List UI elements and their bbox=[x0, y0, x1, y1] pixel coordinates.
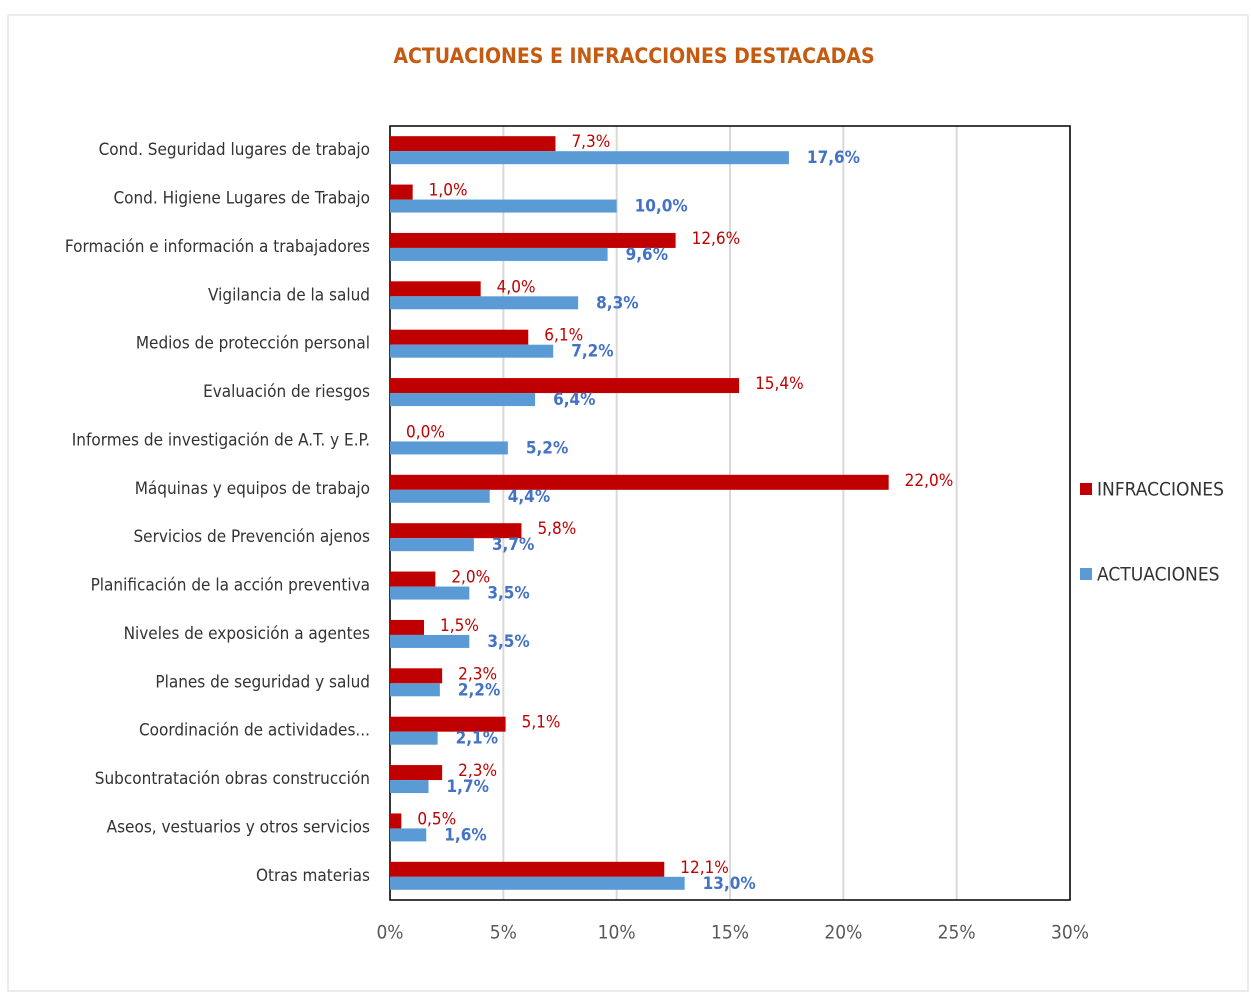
legend-label: ACTUACIONES bbox=[1097, 564, 1219, 586]
data-label: 3,7% bbox=[492, 535, 534, 555]
bar bbox=[390, 813, 402, 829]
data-label: 2,1% bbox=[456, 729, 498, 749]
bar bbox=[390, 136, 556, 152]
data-label: 13,0% bbox=[703, 874, 756, 894]
bar bbox=[390, 683, 440, 697]
data-label: 15,4% bbox=[755, 374, 804, 394]
y-tick-label: Otras materias bbox=[256, 866, 370, 886]
y-tick-label: Cond. Seguridad lugares de trabajo bbox=[99, 140, 370, 160]
bar bbox=[390, 378, 740, 394]
y-tick-label: Informes de investigación de A.T. y E.P. bbox=[72, 430, 370, 450]
y-tick-label: Coordinación de actividades... bbox=[139, 721, 370, 741]
y-tick-label: Niveles de exposición a agentes bbox=[124, 624, 370, 644]
bar bbox=[390, 523, 522, 539]
chart-title: ACTUACIONES E INFRACCIONES DESTACADAS bbox=[393, 44, 874, 68]
x-tick-label: 15% bbox=[711, 922, 749, 944]
x-tick-label: 30% bbox=[1051, 922, 1089, 944]
data-label: 3,5% bbox=[487, 584, 529, 604]
y-tick-label: Planes de seguridad y salud bbox=[155, 672, 370, 692]
data-label: 6,1% bbox=[544, 326, 583, 346]
data-label: 7,3% bbox=[571, 132, 610, 152]
data-label: 9,6% bbox=[626, 245, 668, 265]
bar bbox=[390, 876, 685, 890]
bar bbox=[390, 281, 481, 297]
data-label: 8,3% bbox=[596, 293, 638, 313]
bar bbox=[390, 489, 490, 503]
data-label: 1,5% bbox=[440, 616, 479, 636]
data-label: 4,4% bbox=[508, 487, 550, 507]
data-label: 5,2% bbox=[526, 438, 568, 458]
x-tick-label: 25% bbox=[938, 922, 976, 944]
bar bbox=[390, 861, 665, 877]
x-tick-label: 5% bbox=[490, 922, 517, 944]
data-label: 12,1% bbox=[680, 858, 729, 878]
bar bbox=[390, 199, 617, 213]
data-label: 5,8% bbox=[537, 519, 576, 539]
data-label: 1,7% bbox=[447, 777, 489, 797]
data-label: 6,4% bbox=[553, 390, 595, 410]
data-label: 3,5% bbox=[487, 632, 529, 652]
bar bbox=[390, 571, 436, 587]
plot-area bbox=[389, 125, 1071, 901]
bar bbox=[390, 780, 429, 794]
chart-frame bbox=[7, 14, 1249, 992]
y-tick-label: Planificación de la acción preventiva bbox=[91, 576, 370, 596]
bar bbox=[390, 765, 443, 781]
data-label: 2,3% bbox=[458, 761, 497, 781]
y-tick-label: Formación e información a trabajadores bbox=[65, 237, 370, 257]
bar bbox=[390, 474, 889, 490]
data-label: 1,0% bbox=[429, 181, 468, 201]
bar bbox=[390, 393, 536, 407]
x-tick-label: 0% bbox=[376, 922, 403, 944]
bar bbox=[390, 634, 470, 648]
bar bbox=[390, 538, 474, 552]
data-label: 12,6% bbox=[692, 229, 741, 249]
data-label: 0,5% bbox=[417, 809, 456, 829]
data-label: 4,0% bbox=[497, 277, 536, 297]
bar bbox=[390, 828, 427, 842]
bar bbox=[390, 716, 506, 732]
data-label: 2,3% bbox=[458, 664, 497, 684]
bar bbox=[390, 247, 608, 261]
data-label: 2,2% bbox=[458, 680, 500, 700]
bar bbox=[390, 151, 789, 165]
bar bbox=[390, 329, 529, 345]
data-label: 1,6% bbox=[444, 825, 486, 845]
data-label: 0,0% bbox=[406, 422, 445, 442]
x-tick-label: 10% bbox=[598, 922, 636, 944]
legend-swatch bbox=[1080, 568, 1092, 580]
bar bbox=[390, 296, 579, 310]
y-tick-label: Servicios de Prevención ajenos bbox=[133, 527, 370, 547]
data-label: 2,0% bbox=[451, 568, 490, 588]
y-tick-label: Subcontratación obras construcción bbox=[95, 769, 370, 789]
legend-swatch bbox=[1080, 483, 1092, 495]
y-tick-label: Evaluación de riesgos bbox=[203, 382, 370, 402]
x-tick-label: 20% bbox=[824, 922, 862, 944]
data-label: 17,6% bbox=[807, 148, 860, 168]
bar bbox=[390, 232, 676, 248]
y-tick-label: Vigilancia de la salud bbox=[208, 285, 370, 305]
data-label: 5,1% bbox=[522, 713, 561, 733]
bar bbox=[390, 184, 413, 200]
bar bbox=[390, 619, 424, 635]
data-label: 10,0% bbox=[635, 197, 688, 217]
bar bbox=[390, 441, 508, 455]
y-tick-label: Medios de protección personal bbox=[136, 334, 370, 354]
data-label: 7,2% bbox=[571, 342, 613, 362]
y-tick-label: Cond. Higiene Lugares de Trabajo bbox=[113, 189, 370, 209]
bar bbox=[390, 731, 438, 745]
bar bbox=[390, 344, 554, 358]
bar bbox=[390, 668, 443, 684]
legend-label: INFRACCIONES bbox=[1097, 479, 1224, 501]
data-label: 22,0% bbox=[905, 471, 954, 491]
bar bbox=[390, 586, 470, 600]
y-tick-label: Máquinas y equipos de trabajo bbox=[135, 479, 370, 499]
y-tick-label: Aseos, vestuarios y otros servicios bbox=[107, 817, 370, 837]
